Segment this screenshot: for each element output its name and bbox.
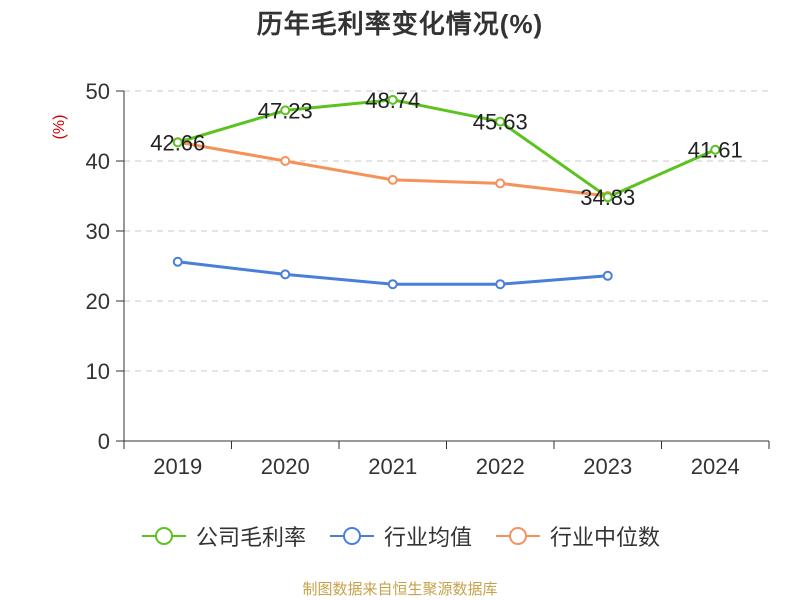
data-point (387, 174, 398, 185)
data-label: 41.61 (688, 138, 743, 163)
y-axis-label: (%) (51, 115, 68, 140)
legend-mean-marker-icon (329, 527, 374, 545)
data-point (602, 270, 613, 281)
x-tick-label: 2019 (153, 454, 202, 479)
data-labels: 42.66 47.23 48.74 45.63 34.83 41.61 (150, 88, 743, 210)
data-label: 42.66 (150, 130, 205, 155)
x-tick-label: 2020 (261, 454, 310, 479)
data-label: 45.63 (473, 110, 528, 135)
x-tick-label: 2021 (368, 454, 417, 479)
gridlines (124, 90, 769, 372)
source-note: 制图数据来自恒生聚源数据库 (302, 581, 498, 598)
data-label: 34.83 (580, 185, 635, 210)
y-tick-label: 50 (86, 79, 110, 104)
legend-company-marker-icon (141, 527, 186, 545)
data-point (280, 105, 291, 116)
data-point (495, 116, 506, 127)
data-point (710, 144, 721, 155)
legend-label-industry-median: 行业中位数 (550, 525, 661, 550)
y-tick-label: 10 (86, 359, 110, 384)
series-line (177, 98, 716, 199)
x-tick-label: 2022 (476, 454, 525, 479)
data-point (172, 137, 183, 148)
y-tick-label: 20 (86, 289, 110, 314)
y-tick-label: 30 (86, 219, 110, 244)
data-point (495, 178, 506, 189)
axes: 0 10 20 30 40 50 2019 2020 2021 2022 2023 2024 (86, 79, 770, 479)
data-point (495, 279, 506, 290)
data-point (387, 279, 398, 290)
data-point (280, 156, 291, 166)
legend-item-industry-median[interactable]: 行业中位数 (494, 520, 660, 552)
legend: 公司毛利率 行业均值 行业中位数 (0, 520, 800, 552)
legend-item-company[interactable]: 公司毛利率 (140, 520, 306, 552)
chart-title: 历年毛利率变化情况(%) (256, 9, 544, 39)
x-tick-label: 2024 (691, 454, 740, 479)
data-point (280, 269, 291, 280)
legend-item-industry-mean[interactable]: 行业均值 (328, 520, 472, 552)
data-label: 47.23 (258, 98, 313, 123)
data-label: 48.74 (365, 88, 420, 113)
legend-label-company: 公司毛利率 (195, 525, 306, 550)
legend-median-marker-icon (496, 527, 540, 545)
legend-label-industry-mean: 行业均值 (383, 525, 472, 550)
y-tick-label: 40 (86, 149, 110, 174)
x-tick-label: 2023 (583, 454, 632, 479)
y-tick-label: 0 (98, 429, 110, 454)
data-point (172, 256, 183, 267)
series-layer (172, 94, 721, 290)
data-point (387, 94, 398, 105)
data-point (602, 192, 613, 203)
